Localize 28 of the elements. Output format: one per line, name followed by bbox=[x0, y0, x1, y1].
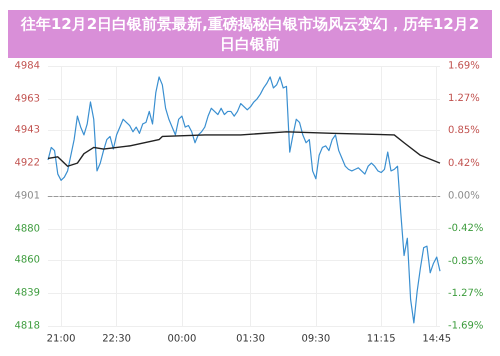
y2-tick-label: 0.00% bbox=[448, 190, 480, 202]
x-tick-label: 14:45 bbox=[422, 334, 452, 344]
y-tick-label: 4880 bbox=[14, 223, 40, 234]
chart-title: 往年12月2日白银前景最新,重磅揭秘白银市场风云变幻，历年12月2日白银前 bbox=[20, 15, 480, 53]
y-tick-label: 4901 bbox=[14, 190, 40, 202]
y2-tick-label: 0.85% bbox=[448, 125, 480, 136]
line-series bbox=[47, 76, 441, 324]
x-tick-label: 00:00 bbox=[168, 334, 196, 344]
y-tick-label: 4943 bbox=[14, 124, 40, 136]
y2-tick-label: -1.69% bbox=[448, 320, 484, 332]
y2-tick-label: -0.85% bbox=[448, 256, 484, 267]
y-tick-label: 4839 bbox=[14, 288, 40, 299]
x-tick-label: 21:00 bbox=[46, 334, 76, 344]
y-tick-label: 4922 bbox=[14, 158, 40, 169]
y-tick-label: 4860 bbox=[14, 254, 40, 266]
y-tick-label: 4984 bbox=[14, 60, 40, 72]
y-tick-label: 4818 bbox=[14, 320, 40, 332]
y2-tick-label: 1.27% bbox=[448, 92, 480, 104]
y-tick-label: 4963 bbox=[14, 93, 40, 104]
y2-tick-label: 1.69% bbox=[448, 60, 480, 72]
line-series bbox=[47, 131, 441, 167]
y2-tick-label: 0.42% bbox=[448, 158, 480, 170]
y2-tick-label: -1.27% bbox=[448, 288, 484, 300]
x-tick-label: 11:15 bbox=[366, 334, 396, 344]
x-tick-label: 01:30 bbox=[236, 334, 265, 344]
x-tick-label: 09:30 bbox=[301, 334, 330, 344]
y2-tick-label: -0.42% bbox=[448, 222, 484, 234]
x-tick-label: 22:30 bbox=[102, 334, 132, 344]
